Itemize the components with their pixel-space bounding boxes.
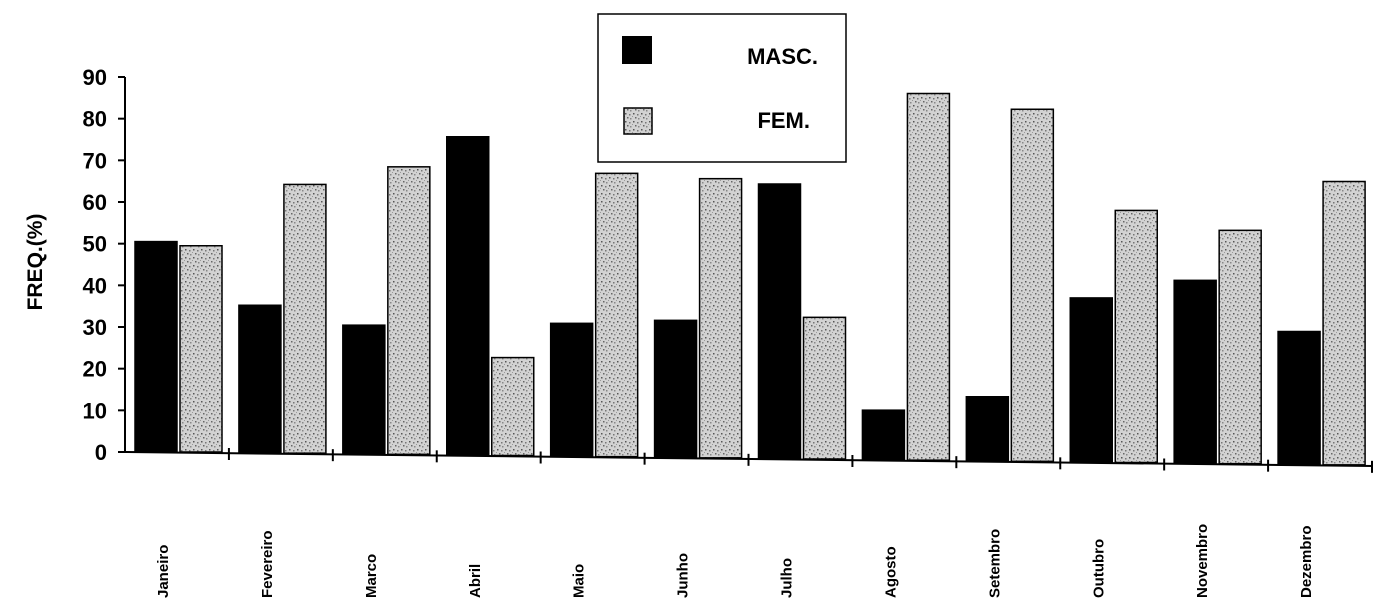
bar-fem-fevereiro xyxy=(283,183,327,454)
bar-fem-marco xyxy=(387,166,431,456)
bar-fem-outubro xyxy=(1114,209,1158,464)
x-tick-label: Maio xyxy=(571,564,588,598)
x-tick-label: Abril xyxy=(467,564,484,598)
x-tick-label: Fevereiro xyxy=(259,530,276,598)
x-tick-label: Janeiro xyxy=(155,545,172,598)
bar-fem-maio xyxy=(594,172,639,458)
bar-masc-setembro xyxy=(965,396,1010,463)
y-tick-label: 50 xyxy=(83,232,107,257)
legend-label-masc: MASC. xyxy=(747,44,818,69)
bar-fem-junho xyxy=(698,177,743,459)
y-tick-label: 90 xyxy=(83,65,107,90)
y-tick-label: 40 xyxy=(83,273,107,298)
x-tick-label: Junho xyxy=(675,553,692,598)
x-tick-label: Setembro xyxy=(986,529,1003,598)
bar-masc-abril xyxy=(446,136,490,457)
x-tick-label: Novembro xyxy=(1194,524,1211,598)
y-tick-label: 70 xyxy=(83,148,107,173)
bar-masc-junho xyxy=(653,319,698,459)
y-tick-label: 0 xyxy=(95,440,107,465)
bar-fem-janeiro xyxy=(179,245,223,453)
y-tick-label: 60 xyxy=(83,190,107,215)
legend-swatch-masc xyxy=(622,36,652,64)
bar-fem-agosto xyxy=(906,92,951,461)
bar-masc-janeiro xyxy=(134,240,178,453)
bar-masc-outubro xyxy=(1069,297,1113,464)
bar-fem-setembro xyxy=(1010,108,1055,463)
y-axis-title: FREQ.(%) xyxy=(24,214,47,311)
bar-masc-maio xyxy=(549,322,594,458)
bar-masc-julho xyxy=(757,183,802,460)
x-tick-label: Agosto xyxy=(882,546,899,598)
bar-fem-novembro xyxy=(1218,229,1262,465)
bar-masc-marco xyxy=(342,324,386,456)
y-tick-label: 20 xyxy=(83,357,107,382)
bar-fem-dezembro xyxy=(1322,180,1366,466)
legend-swatch-fem xyxy=(623,107,653,135)
legend-label-fem: FEM. xyxy=(757,108,810,133)
bar-fem-julho xyxy=(802,316,847,460)
bar-masc-fevereiro xyxy=(238,304,282,454)
bar-fem-abril xyxy=(491,356,535,457)
x-tick-label: Marco xyxy=(363,554,380,598)
bar-masc-agosto xyxy=(861,409,906,461)
y-tick-label: 80 xyxy=(83,107,107,132)
x-tick-label: Outubro xyxy=(1090,539,1107,598)
x-tick-label: Dezembro xyxy=(1298,525,1315,598)
legend: MASC. FEM. xyxy=(597,13,847,163)
x-tick-label: Julho xyxy=(779,558,796,598)
y-tick-label: 10 xyxy=(83,398,107,423)
bar-masc-dezembro xyxy=(1277,330,1321,466)
y-tick-label: 30 xyxy=(83,315,107,340)
bar-masc-novembro xyxy=(1173,279,1217,465)
